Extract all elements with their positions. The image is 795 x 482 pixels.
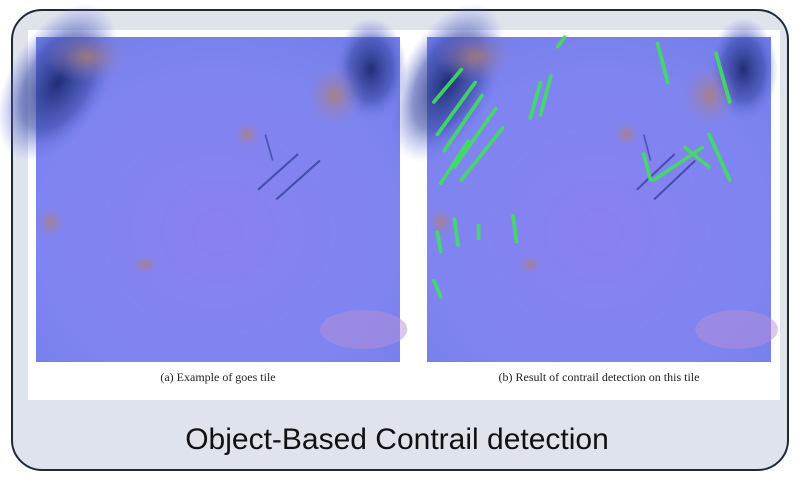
page: (a) Example of goes tile (b) Result of c… (0, 0, 795, 482)
slide-title: Object-Based Contrail detection (185, 423, 609, 456)
detection-result-image (366, 0, 778, 362)
caption: (a) Example of goes tile (160, 370, 275, 384)
caption: (b) Result of contrail detection on this… (499, 370, 700, 384)
slide: (a) Example of goes tile (b) Result of c… (0, 0, 795, 482)
goes-tile-image (0, 0, 407, 362)
